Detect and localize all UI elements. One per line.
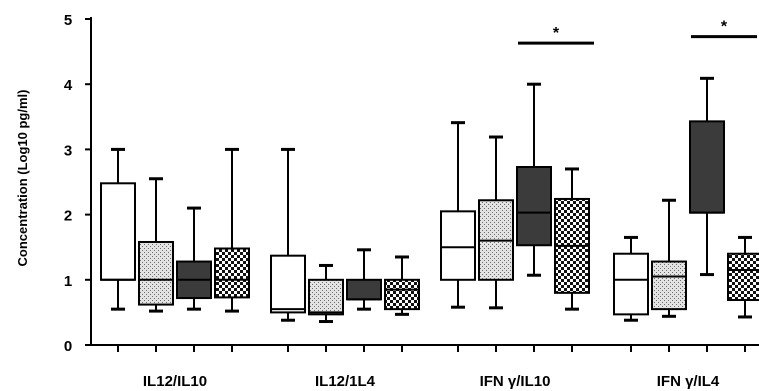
y-tick-label: 0 [64, 338, 72, 355]
box-checker [384, 255, 420, 316]
box-rect [100, 182, 136, 281]
box-rect [308, 278, 344, 316]
y-tick-label: 5 [64, 12, 72, 29]
box-rect [440, 210, 476, 281]
significance-annotations: * * [518, 19, 757, 45]
box-rect [138, 240, 174, 306]
box-rect [346, 278, 382, 301]
box-rect [270, 254, 306, 314]
y-tick-label: 4 [64, 77, 73, 94]
box-checker [727, 235, 759, 319]
y-tick-label: 1 [64, 273, 72, 290]
axes [90, 17, 759, 352]
box-rect [689, 120, 725, 214]
x-tick-label: IFN γ/IL10 [480, 373, 551, 390]
box-dotted [478, 135, 514, 310]
box-dark [176, 206, 212, 311]
box-white [440, 121, 476, 309]
box-dark [346, 248, 382, 311]
x-axis-tick-labels: IL12/IL10 IL12/1L4 IFN γ/IL10 IFN γ/IL4 [143, 373, 720, 390]
box-white [613, 235, 649, 322]
box-checker [554, 167, 590, 311]
box-checker [214, 147, 250, 313]
box-dark [689, 76, 725, 277]
box-rect [384, 278, 420, 311]
y-axis-ticks: 0 1 2 3 4 5 [64, 12, 91, 355]
box-white [100, 147, 136, 311]
box-rect [727, 252, 759, 302]
box-dotted [138, 177, 174, 313]
box-rect [516, 166, 552, 247]
box-dotted [651, 198, 687, 318]
box-rect [214, 247, 250, 299]
significance-star: * [721, 19, 728, 36]
y-tick-label: 3 [64, 142, 72, 159]
y-axis-label: Concentration (Log10 pg/ml) [15, 90, 30, 267]
box-white [270, 147, 306, 322]
box-rect [651, 260, 687, 311]
significance-star: * [553, 25, 560, 42]
y-tick-label: 2 [64, 208, 72, 225]
box-series [100, 76, 759, 324]
x-tick-label: IFN γ/IL4 [657, 373, 720, 390]
box-dotted [308, 263, 344, 324]
box-rect [613, 252, 649, 316]
x-tick-label: IL12/1L4 [315, 373, 376, 390]
x-tick-label: IL12/IL10 [143, 373, 207, 390]
box-dark [516, 82, 552, 277]
